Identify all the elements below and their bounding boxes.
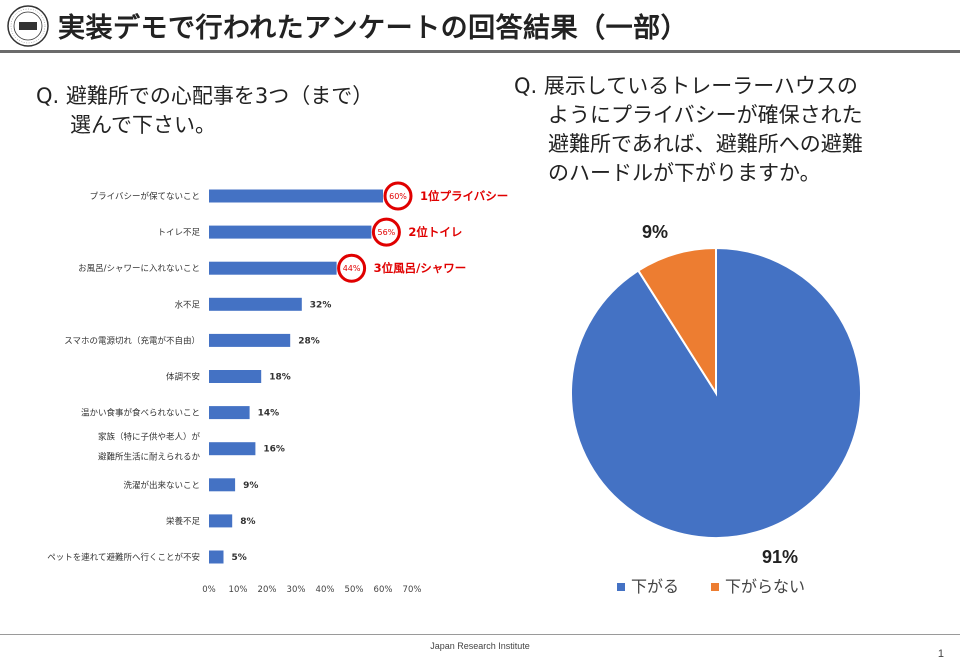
bar [209, 442, 256, 456]
category-label: ペットを連れて避難所へ行くことが不安 [47, 552, 200, 563]
right-question-line: ようにプライバシーが確保された [548, 103, 863, 127]
rank-annotation: 3位風呂/シャワー [374, 261, 467, 275]
data-label: 8% [240, 517, 255, 527]
right-question-line: のハードルが下がりますか。 [548, 161, 821, 185]
highlight-circle [371, 217, 401, 247]
x-tick-label: 20% [258, 585, 277, 595]
legend-swatch [617, 583, 625, 591]
left-question-line: 選んで下さい。 [70, 113, 216, 137]
bar [209, 406, 250, 420]
category-label: 避難所生活に耐えられるか [98, 452, 201, 463]
category-label: プライバシーが保てないこと [90, 191, 200, 202]
right-question-line: 避難所であれば、避難所への避難 [548, 132, 863, 156]
bar [209, 514, 233, 528]
bar [209, 333, 291, 347]
bar [209, 225, 372, 239]
data-label: 5% [232, 553, 247, 563]
left-question-line: Q. 避難所での心配事を3つ（まで） [36, 84, 374, 108]
data-label: 60% [389, 192, 407, 201]
x-tick-label: 50% [345, 585, 364, 595]
data-label: 56% [378, 228, 396, 237]
x-tick-label: 10% [229, 585, 248, 595]
highlight-circle [337, 253, 367, 283]
category-label: 栄養不足 [166, 516, 201, 527]
x-tick-label: 0% [202, 585, 216, 595]
category-label: 家族（特に子供や老人）が [98, 432, 201, 443]
category-label: 温かい食事が食べられないこと [81, 408, 200, 419]
page-number: 1 [937, 648, 944, 660]
bar [209, 189, 383, 203]
legend-label: 下がらない [725, 577, 805, 596]
right-question: Q. 展示しているトレーラーハウスの ようにプライバシーが確保された 避難所であ… [514, 72, 954, 188]
title-divider [0, 50, 960, 53]
category-label: スマホの電源切れ（充電が不自由） [64, 335, 200, 346]
institute-seal-logo [7, 5, 49, 47]
slide-title: 実装デモで行われたアンケートの回答結果（一部） [58, 13, 689, 44]
bar [209, 297, 302, 311]
data-label: 44% [343, 264, 361, 273]
category-label: 洗濯が出来ないこと [123, 480, 200, 491]
data-label: 28% [298, 336, 320, 346]
right-question-line: Q. 展示しているトレーラーハウスの [514, 74, 858, 98]
left-question: Q. 避難所での心配事を3つ（まで） 選んで下さい。 [36, 82, 476, 140]
data-label: 9% [243, 481, 258, 491]
bar [209, 550, 224, 564]
pie-slice [636, 246, 717, 397]
data-label: 18% [269, 373, 291, 383]
category-label: 体調不安 [166, 372, 200, 383]
bar [209, 478, 236, 492]
data-label: 32% [310, 300, 332, 310]
x-tick-label: 60% [374, 585, 393, 595]
footer-divider [0, 634, 960, 635]
rank-annotation: 2位トイレ [408, 225, 462, 239]
category-label: トイレ不足 [157, 228, 200, 238]
x-tick-label: 40% [316, 585, 335, 595]
footer-text: Japan Research Institute [430, 641, 530, 651]
legend-label: 下がる [631, 577, 679, 596]
legend-swatch [711, 583, 719, 591]
category-label: お風呂/シャワーに入れないこと [78, 264, 200, 274]
data-label: 14% [258, 409, 280, 419]
pie-data-label: 91% [762, 547, 798, 567]
pie-data-label: 9% [642, 222, 668, 242]
x-tick-label: 70% [403, 585, 422, 595]
data-label: 16% [263, 445, 285, 455]
bar [209, 261, 337, 275]
bar [209, 370, 262, 383]
category-label: 水不足 [174, 299, 200, 310]
x-tick-label: 30% [287, 585, 306, 595]
rank-annotation: 1位プライバシー [420, 189, 508, 203]
highlight-circle [383, 181, 413, 211]
